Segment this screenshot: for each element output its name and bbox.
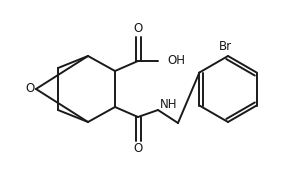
Text: Br: Br bbox=[219, 41, 232, 54]
Text: OH: OH bbox=[167, 54, 185, 67]
Text: O: O bbox=[133, 143, 143, 156]
Text: O: O bbox=[26, 82, 35, 95]
Text: NH: NH bbox=[160, 98, 178, 111]
Text: O: O bbox=[133, 22, 143, 35]
